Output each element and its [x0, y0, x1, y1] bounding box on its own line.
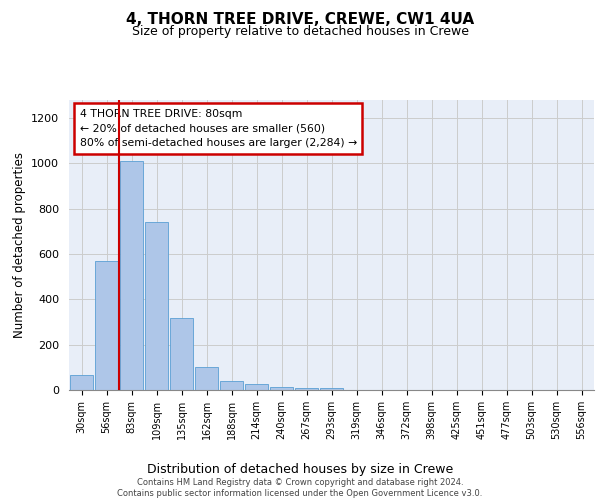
- Bar: [320, 388, 343, 390]
- Bar: [220, 381, 244, 390]
- Bar: [295, 388, 319, 390]
- Text: Size of property relative to detached houses in Crewe: Size of property relative to detached ho…: [131, 25, 469, 38]
- Text: Contains HM Land Registry data © Crown copyright and database right 2024.
Contai: Contains HM Land Registry data © Crown c…: [118, 478, 482, 498]
- Bar: [269, 386, 293, 390]
- Y-axis label: Number of detached properties: Number of detached properties: [13, 152, 26, 338]
- Bar: [70, 376, 94, 390]
- Bar: [145, 222, 169, 390]
- Bar: [119, 161, 143, 390]
- Text: 4 THORN TREE DRIVE: 80sqm
← 20% of detached houses are smaller (560)
80% of semi: 4 THORN TREE DRIVE: 80sqm ← 20% of detac…: [79, 108, 357, 148]
- Bar: [194, 368, 218, 390]
- Bar: [170, 318, 193, 390]
- Text: Distribution of detached houses by size in Crewe: Distribution of detached houses by size …: [147, 462, 453, 475]
- Bar: [245, 384, 268, 390]
- Bar: [95, 261, 118, 390]
- Text: 4, THORN TREE DRIVE, CREWE, CW1 4UA: 4, THORN TREE DRIVE, CREWE, CW1 4UA: [126, 12, 474, 28]
